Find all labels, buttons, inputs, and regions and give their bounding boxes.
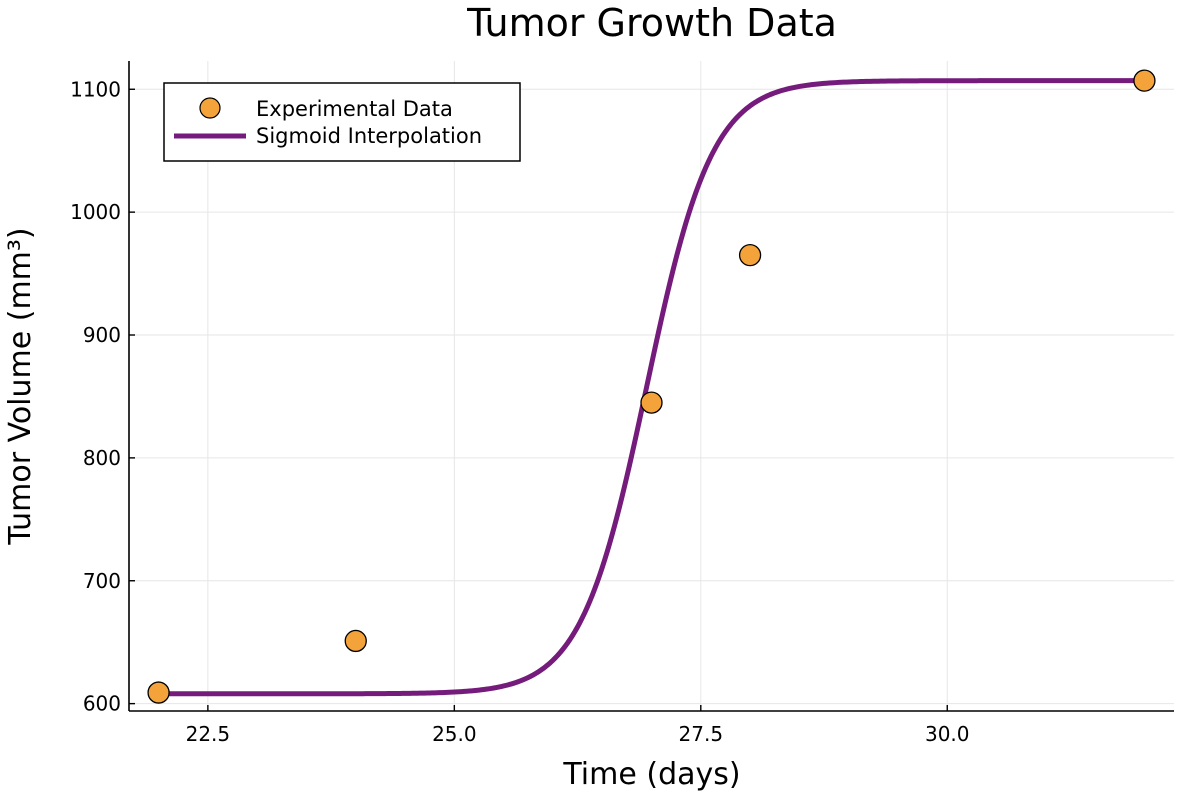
legend-marker-experimental xyxy=(199,97,221,119)
y-tick-label: 800 xyxy=(83,446,121,470)
y-tick-label: 900 xyxy=(83,323,121,347)
x-tick-label: 27.5 xyxy=(679,722,724,746)
x-axis-label: Time (days) xyxy=(562,757,740,792)
series xyxy=(147,69,1156,704)
legend: Experimental Data Sigmoid Interpolation xyxy=(163,82,521,162)
grid xyxy=(129,61,1174,711)
axes xyxy=(128,61,1174,712)
data-point xyxy=(344,629,367,653)
legend-label-experimental: Experimental Data xyxy=(256,97,453,121)
x-ticks: 22.5 25.0 27.5 30.0 xyxy=(186,705,970,746)
y-axis-label: Tumor Volume (mm³) xyxy=(3,227,38,545)
x-tick-label: 22.5 xyxy=(186,722,231,746)
y-tick-label: 700 xyxy=(83,569,121,593)
sigmoid-line xyxy=(156,78,1147,697)
data-point xyxy=(640,391,663,414)
chart-title: Tumor Growth Data xyxy=(466,1,837,45)
legend-box xyxy=(163,82,521,162)
y-ticks: 600 700 800 900 1000 1100 xyxy=(70,77,135,716)
y-tick-label: 1000 xyxy=(70,200,121,224)
y-tick-label: 1100 xyxy=(70,77,121,101)
data-point xyxy=(738,243,762,267)
legend-label-sigmoid: Sigmoid Interpolation xyxy=(256,124,482,148)
data-point xyxy=(147,681,170,704)
y-tick-label: 600 xyxy=(83,692,121,716)
x-tick-label: 25.0 xyxy=(432,722,477,746)
data-point xyxy=(1133,69,1156,92)
x-tick-label: 30.0 xyxy=(925,722,970,746)
